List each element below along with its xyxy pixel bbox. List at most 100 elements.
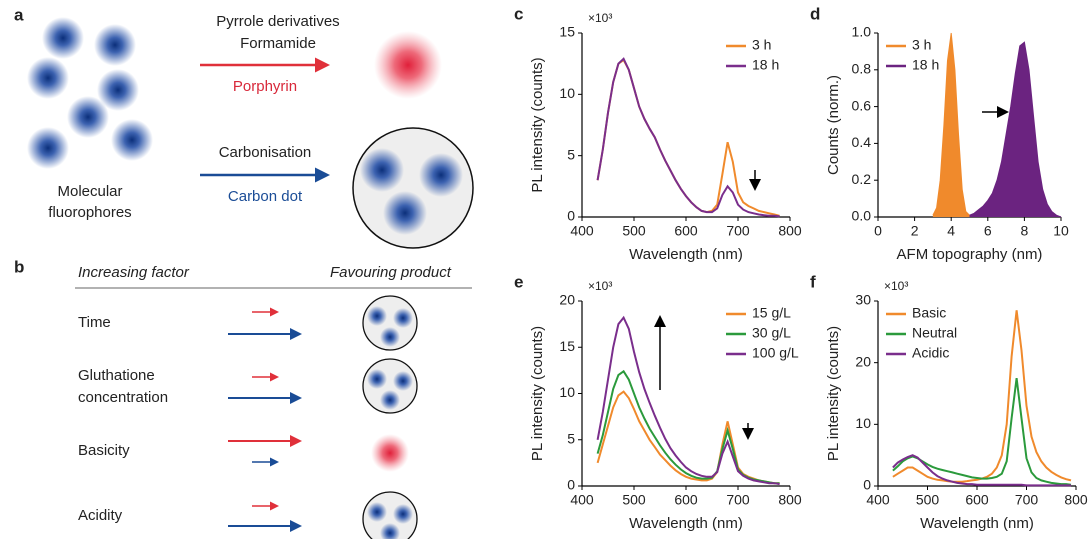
legend-label: 18 h [752, 57, 779, 73]
x-tick-label: 400 [866, 492, 890, 508]
area-fill [969, 42, 1061, 218]
y-tick-label: 15 [559, 338, 575, 354]
y-tick-label: 20 [855, 353, 871, 369]
axis-multiplier: ×10³ [588, 279, 612, 293]
x-tick-label: 400 [570, 492, 594, 508]
factor: Basicity [78, 442, 130, 459]
line [892, 377, 1072, 486]
x-tick-label: 2 [911, 223, 919, 239]
panel-a: a Molecular fluorophores Pyrrole derivat… [14, 5, 474, 249]
product: Porphyrin [233, 78, 297, 95]
label: Molecular [57, 183, 122, 200]
legend-label: 3 h [752, 37, 771, 53]
panel-b: b Increasing factor Favouring product Ti… [14, 257, 472, 539]
factor: Acidity [78, 507, 123, 524]
x-tick-label: 400 [570, 223, 594, 239]
x-tick-label: 700 [1015, 492, 1039, 508]
x-tick-label: 700 [726, 223, 750, 239]
area-edge [969, 41, 1062, 218]
x-tick-label: 10 [1053, 223, 1069, 239]
x-tick-label: 800 [778, 492, 802, 508]
x-tick-label: 700 [726, 492, 750, 508]
x-axis-title: Wavelength (nm) [920, 515, 1034, 532]
reagent: Carbonisation [219, 144, 312, 161]
legend-label: 15 g/L [752, 305, 791, 321]
area-edge [932, 32, 970, 216]
factor: concentration [78, 389, 168, 406]
header: Increasing factor [78, 264, 190, 281]
y-axis-title: PL intensity (counts) [529, 326, 546, 461]
y-tick-label: 10 [559, 384, 575, 400]
y-tick-label: 20 [559, 292, 575, 308]
axis-multiplier: ×10³ [588, 11, 612, 25]
y-tick-label: 0.8 [852, 61, 872, 77]
carbon-dot [362, 358, 418, 414]
x-axis-title: Wavelength (nm) [629, 246, 743, 263]
x-tick-label: 6 [984, 223, 992, 239]
legend-label: 30 g/L [752, 325, 791, 341]
line [596, 58, 780, 217]
x-axis-title: Wavelength (nm) [629, 515, 743, 532]
x-tick-label: 500 [916, 492, 940, 508]
y-tick-label: 5 [567, 430, 575, 446]
panel-label: d [810, 4, 820, 23]
y-tick-label: 0.6 [852, 97, 872, 113]
area-fill [932, 33, 970, 217]
x-tick-label: 600 [674, 492, 698, 508]
panel-label: a [14, 5, 24, 24]
reagent: Pyrrole derivatives [216, 13, 339, 30]
line [596, 315, 780, 486]
legend-label: Acidic [912, 345, 949, 361]
panel-label: b [14, 257, 24, 276]
product: Carbon dot [228, 188, 303, 205]
y-tick-label: 0.0 [852, 208, 872, 224]
y-tick-label: 1.0 [852, 24, 872, 40]
y-tick-label: 0.2 [852, 171, 872, 187]
x-tick-label: 800 [778, 223, 802, 239]
x-axis-title: AFM topography (nm) [897, 246, 1043, 263]
y-tick-label: 0 [567, 477, 575, 493]
y-tick-label: 5 [567, 146, 575, 162]
y-tick-label: 0 [567, 208, 575, 224]
x-tick-label: 500 [622, 492, 646, 508]
y-tick-label: 30 [855, 292, 871, 308]
molecules [27, 17, 153, 169]
legend-label: 100 g/L [752, 345, 799, 361]
header: Favouring product [330, 264, 452, 281]
line [892, 454, 1071, 487]
label: fluorophores [48, 204, 131, 221]
y-tick-label: 0 [863, 477, 871, 493]
y-axis-title: Counts (norm.) [825, 75, 842, 175]
legend-label: 18 h [912, 57, 939, 73]
y-tick-label: 0.4 [852, 134, 872, 150]
carbon-dot [362, 295, 418, 351]
line [596, 57, 780, 218]
x-tick-label: 4 [947, 223, 955, 239]
legend-label: 3 h [912, 37, 931, 53]
legend-label: Neutral [912, 325, 957, 341]
y-tick-label: 10 [559, 85, 575, 101]
y-axis-title: PL intensity (counts) [529, 57, 546, 192]
panel-label: e [514, 272, 523, 291]
factor: Gluthatione [78, 367, 155, 384]
x-tick-label: 800 [1064, 492, 1088, 508]
line [596, 369, 780, 485]
panel-label: f [810, 272, 816, 291]
y-tick-label: 10 [855, 415, 871, 431]
carbon-dot [352, 127, 474, 249]
carbon-dot [362, 491, 418, 539]
x-tick-label: 8 [1021, 223, 1029, 239]
porphyrin [374, 31, 442, 99]
x-tick-label: 0 [874, 223, 882, 239]
axis-multiplier: ×10³ [884, 279, 908, 293]
panel-label: c [514, 4, 523, 23]
y-axis-title: PL intensity (counts) [825, 326, 842, 461]
porphyrin [371, 434, 409, 472]
x-tick-label: 500 [622, 223, 646, 239]
factor: Time [78, 314, 111, 331]
legend-label: Basic [912, 305, 946, 321]
x-tick-label: 600 [674, 223, 698, 239]
x-tick-label: 600 [965, 492, 989, 508]
reagent: Formamide [240, 35, 316, 52]
